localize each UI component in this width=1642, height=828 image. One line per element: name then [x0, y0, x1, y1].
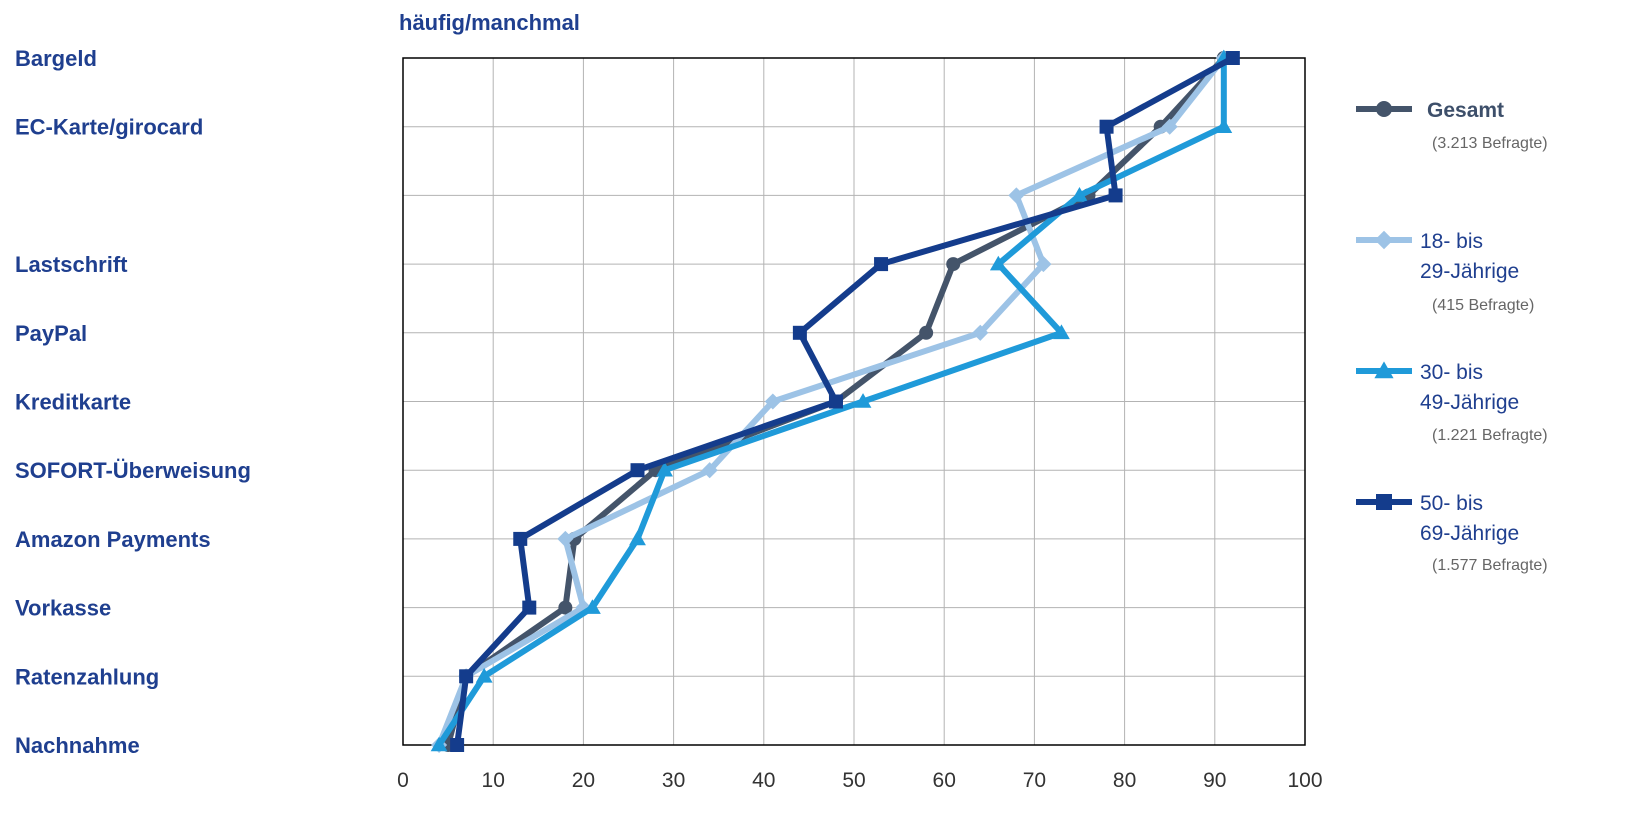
data-point [558, 600, 573, 615]
data-point [919, 325, 934, 340]
data-point [1161, 118, 1178, 135]
category-label: Nachnahme [15, 733, 140, 758]
legend-label-50-69-line1: 50- bis [1420, 492, 1483, 515]
legend-label-30-49-line1: 30- bis [1420, 361, 1483, 384]
plot-border [402, 57, 1306, 746]
data-point [459, 669, 474, 684]
legend-swatch-gesamt [1356, 101, 1412, 117]
x-tick-label: 0 [397, 769, 409, 792]
data-point [1053, 324, 1070, 340]
legend-label-50-69-line2: 69-Jährige [1420, 522, 1519, 545]
legend-swatch-18-29 [1356, 230, 1412, 250]
category-label: PayPal [15, 321, 87, 346]
legend-label-18-29-line1: 18- bis [1420, 230, 1483, 253]
x-tick-label: 80 [1113, 769, 1136, 792]
category-labels: Bargeld EC-Karte/girocard Lastschrift PayPa… [15, 46, 251, 758]
x-tick-label: 50 [842, 769, 865, 792]
data-point [792, 325, 807, 340]
data-point [584, 599, 601, 614]
legend-swatch-50-69 [1356, 494, 1412, 510]
x-tick-label: 60 [933, 769, 956, 792]
x-tick-label: 20 [572, 769, 595, 792]
data-point [1108, 188, 1123, 203]
data-point [1376, 101, 1392, 117]
data-point [630, 463, 645, 478]
category-label: EC-Karte/girocard [15, 115, 203, 140]
data-point [430, 736, 448, 752]
data-point [629, 530, 646, 546]
data-point [475, 667, 493, 683]
series-3 [450, 51, 1240, 752]
data-point [522, 600, 537, 615]
legend-sub-gesamt: (3.213 Befragte) [1432, 135, 1548, 152]
legend-entry-18-29: 18- bis 29-Jährige (415 Befragte) [1356, 230, 1534, 314]
category-label: Vorkasse [15, 596, 111, 621]
legend: Gesamt (3.213 Befragte) 18- bis 29-Jähri… [1356, 99, 1548, 574]
data-point [1071, 187, 1088, 202]
data-point [1099, 119, 1114, 134]
data-point [1374, 230, 1394, 250]
legend-sub-18-29: (415 Befragte) [1432, 297, 1534, 314]
legend-label-18-29-line2: 29-Jährige [1420, 260, 1519, 283]
data-point [450, 738, 465, 752]
category-label: SOFORT-Überweisung [15, 458, 251, 483]
data-point [1215, 118, 1233, 133]
legend-label-30-49-line2: 49-Jährige [1420, 391, 1519, 414]
x-tick-label: 90 [1203, 769, 1226, 792]
category-label: Ratenzahlung [15, 664, 159, 689]
legend-sub-30-49: (1.221 Befragte) [1432, 427, 1548, 444]
data-point [874, 257, 889, 272]
data-point [828, 394, 843, 409]
data-point [513, 531, 528, 546]
x-tick-label: 10 [482, 769, 505, 792]
data-point [1376, 494, 1392, 510]
data-point [1035, 256, 1052, 273]
category-label: Bargeld [15, 46, 97, 71]
data-point [972, 324, 989, 341]
data-point [1008, 187, 1025, 204]
chart-title: häufig/manchmal [399, 10, 580, 35]
category-label: Lastschrift [15, 252, 128, 277]
legend-swatch-30-49 [1356, 361, 1412, 379]
x-axis-tick-labels: 0 10 20 30 40 50 60 70 80 90 100 [397, 769, 1322, 792]
legend-label-gesamt: Gesamt [1427, 99, 1504, 122]
series-layer [430, 49, 1240, 754]
data-point [1374, 361, 1394, 379]
legend-sub-50-69: (1.577 Befragte) [1432, 557, 1548, 574]
legend-entry-50-69: 50- bis 69-Jährige (1.577 Befragte) [1356, 492, 1548, 574]
data-point [946, 257, 961, 272]
category-label: Kreditkarte [15, 390, 131, 415]
category-label: Amazon Payments [15, 527, 211, 552]
data-point [989, 255, 1007, 271]
data-point [557, 530, 574, 547]
data-point [764, 393, 781, 410]
x-tick-label: 30 [662, 769, 685, 792]
legend-entry-gesamt: Gesamt (3.213 Befragte) [1356, 99, 1548, 152]
x-tick-label: 40 [752, 769, 775, 792]
x-tick-label: 100 [1287, 769, 1322, 792]
legend-entry-30-49: 30- bis 49-Jährige (1.221 Befragte) [1356, 361, 1548, 444]
data-point [1225, 51, 1240, 65]
data-point [701, 462, 718, 479]
data-point [656, 461, 673, 477]
data-point [854, 393, 872, 408]
series-2 [430, 49, 1233, 752]
x-tick-label: 70 [1023, 769, 1046, 792]
